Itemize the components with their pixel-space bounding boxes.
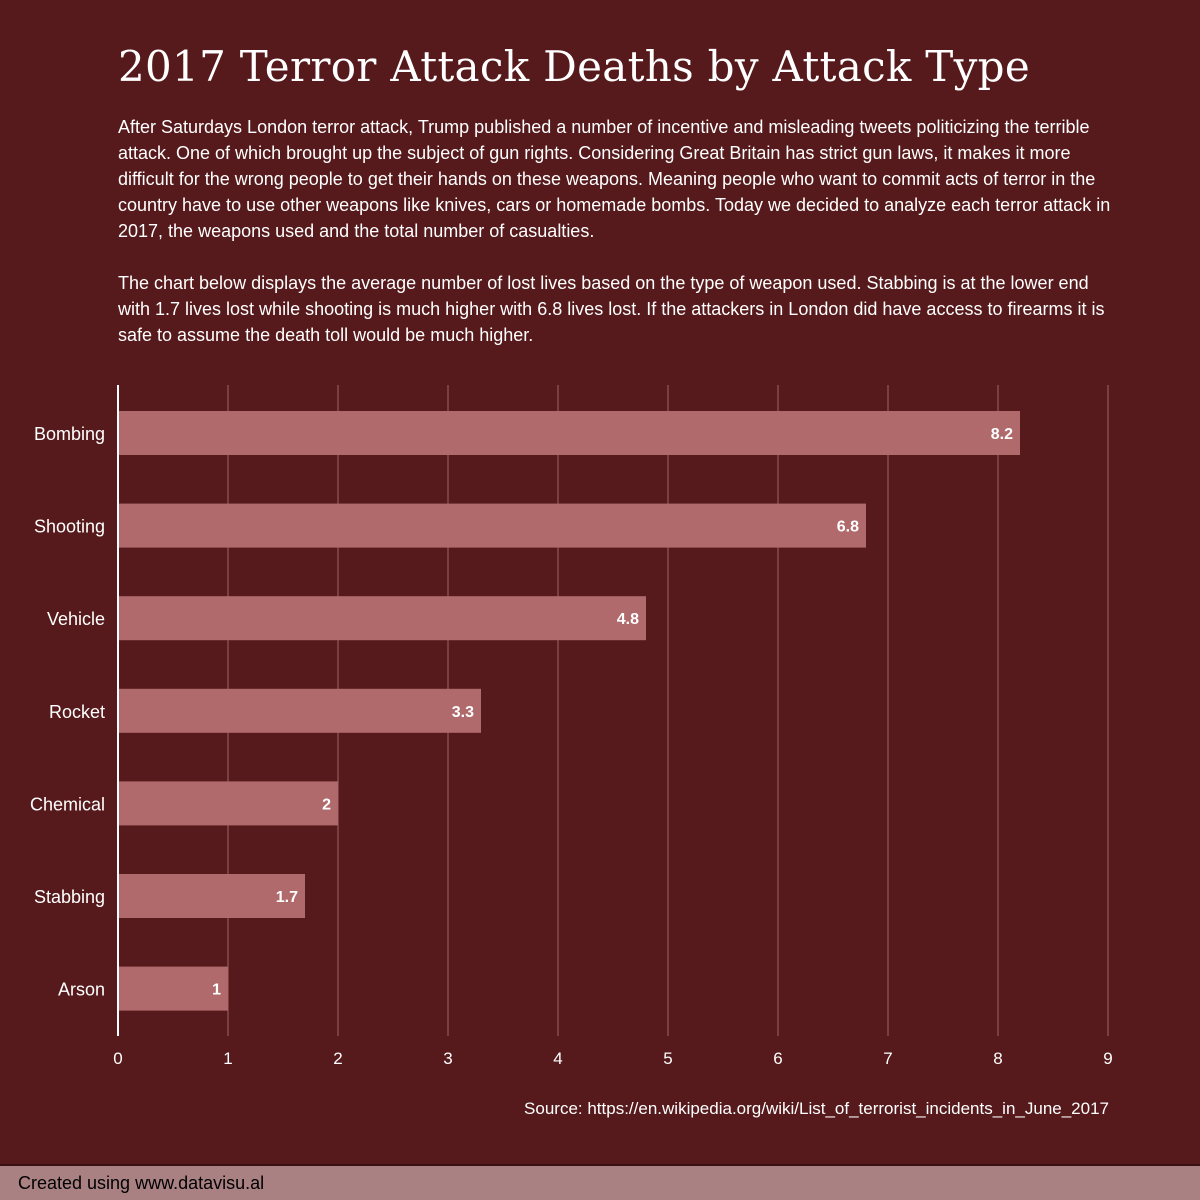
category-label: Arson: [58, 980, 105, 1000]
footer-credit[interactable]: Created using www.datavisu.al: [18, 1173, 265, 1193]
bar-chart: 8.2 Bombing 6.8 Shooting 4.8 Vehicle 3.3 Rocket…: [30, 385, 1113, 1068]
category-label: Stabbing: [34, 887, 105, 907]
bar: [118, 966, 228, 1011]
bar: [118, 411, 1020, 455]
intro-paragraph-1: After Saturdays London terror attack, Tr…: [118, 117, 1111, 241]
x-tick-label: 2: [333, 1049, 342, 1068]
source-note: Source: https://en.wikipedia.org/wiki/Li…: [524, 1099, 1109, 1118]
x-tick-label: 4: [553, 1049, 562, 1068]
bar-value-label: 3.3: [452, 704, 474, 721]
category-label: Shooting: [34, 517, 105, 537]
bar-value-label: 1.7: [276, 889, 298, 906]
category-label: Chemical: [30, 794, 105, 814]
category-label: Vehicle: [47, 609, 105, 629]
bar: [118, 688, 481, 733]
bar: [118, 874, 305, 918]
intro-paragraph-2: The chart below displays the average num…: [118, 273, 1105, 345]
bar-value-label: 6.8: [837, 519, 859, 536]
intro-text: After Saturdays London terror attack, Tr…: [118, 114, 1118, 374]
bar: [118, 596, 646, 641]
chart-title: 2017 Terror Attack Deaths by Attack Type: [118, 42, 1030, 91]
bar-value-label: 2: [322, 796, 331, 813]
bar-value-label: 8.2: [991, 426, 1013, 443]
x-tick-label: 7: [883, 1049, 892, 1068]
x-tick-label: 3: [443, 1049, 452, 1068]
bar: [118, 503, 866, 548]
bar-value-label: 1: [212, 982, 221, 999]
bar: [118, 781, 338, 826]
category-label: Bombing: [34, 424, 105, 444]
category-label: Rocket: [49, 702, 105, 722]
x-tick-label: 5: [663, 1049, 672, 1068]
x-tick-label: 6: [773, 1049, 782, 1068]
footer-bar: Created using www.datavisu.al: [0, 1164, 1200, 1200]
bar-value-label: 4.8: [617, 611, 639, 628]
x-tick-label: 0: [113, 1049, 122, 1068]
x-tick-label: 9: [1103, 1049, 1112, 1068]
x-tick-label: 8: [993, 1049, 1002, 1068]
x-tick-label: 1: [223, 1049, 232, 1068]
